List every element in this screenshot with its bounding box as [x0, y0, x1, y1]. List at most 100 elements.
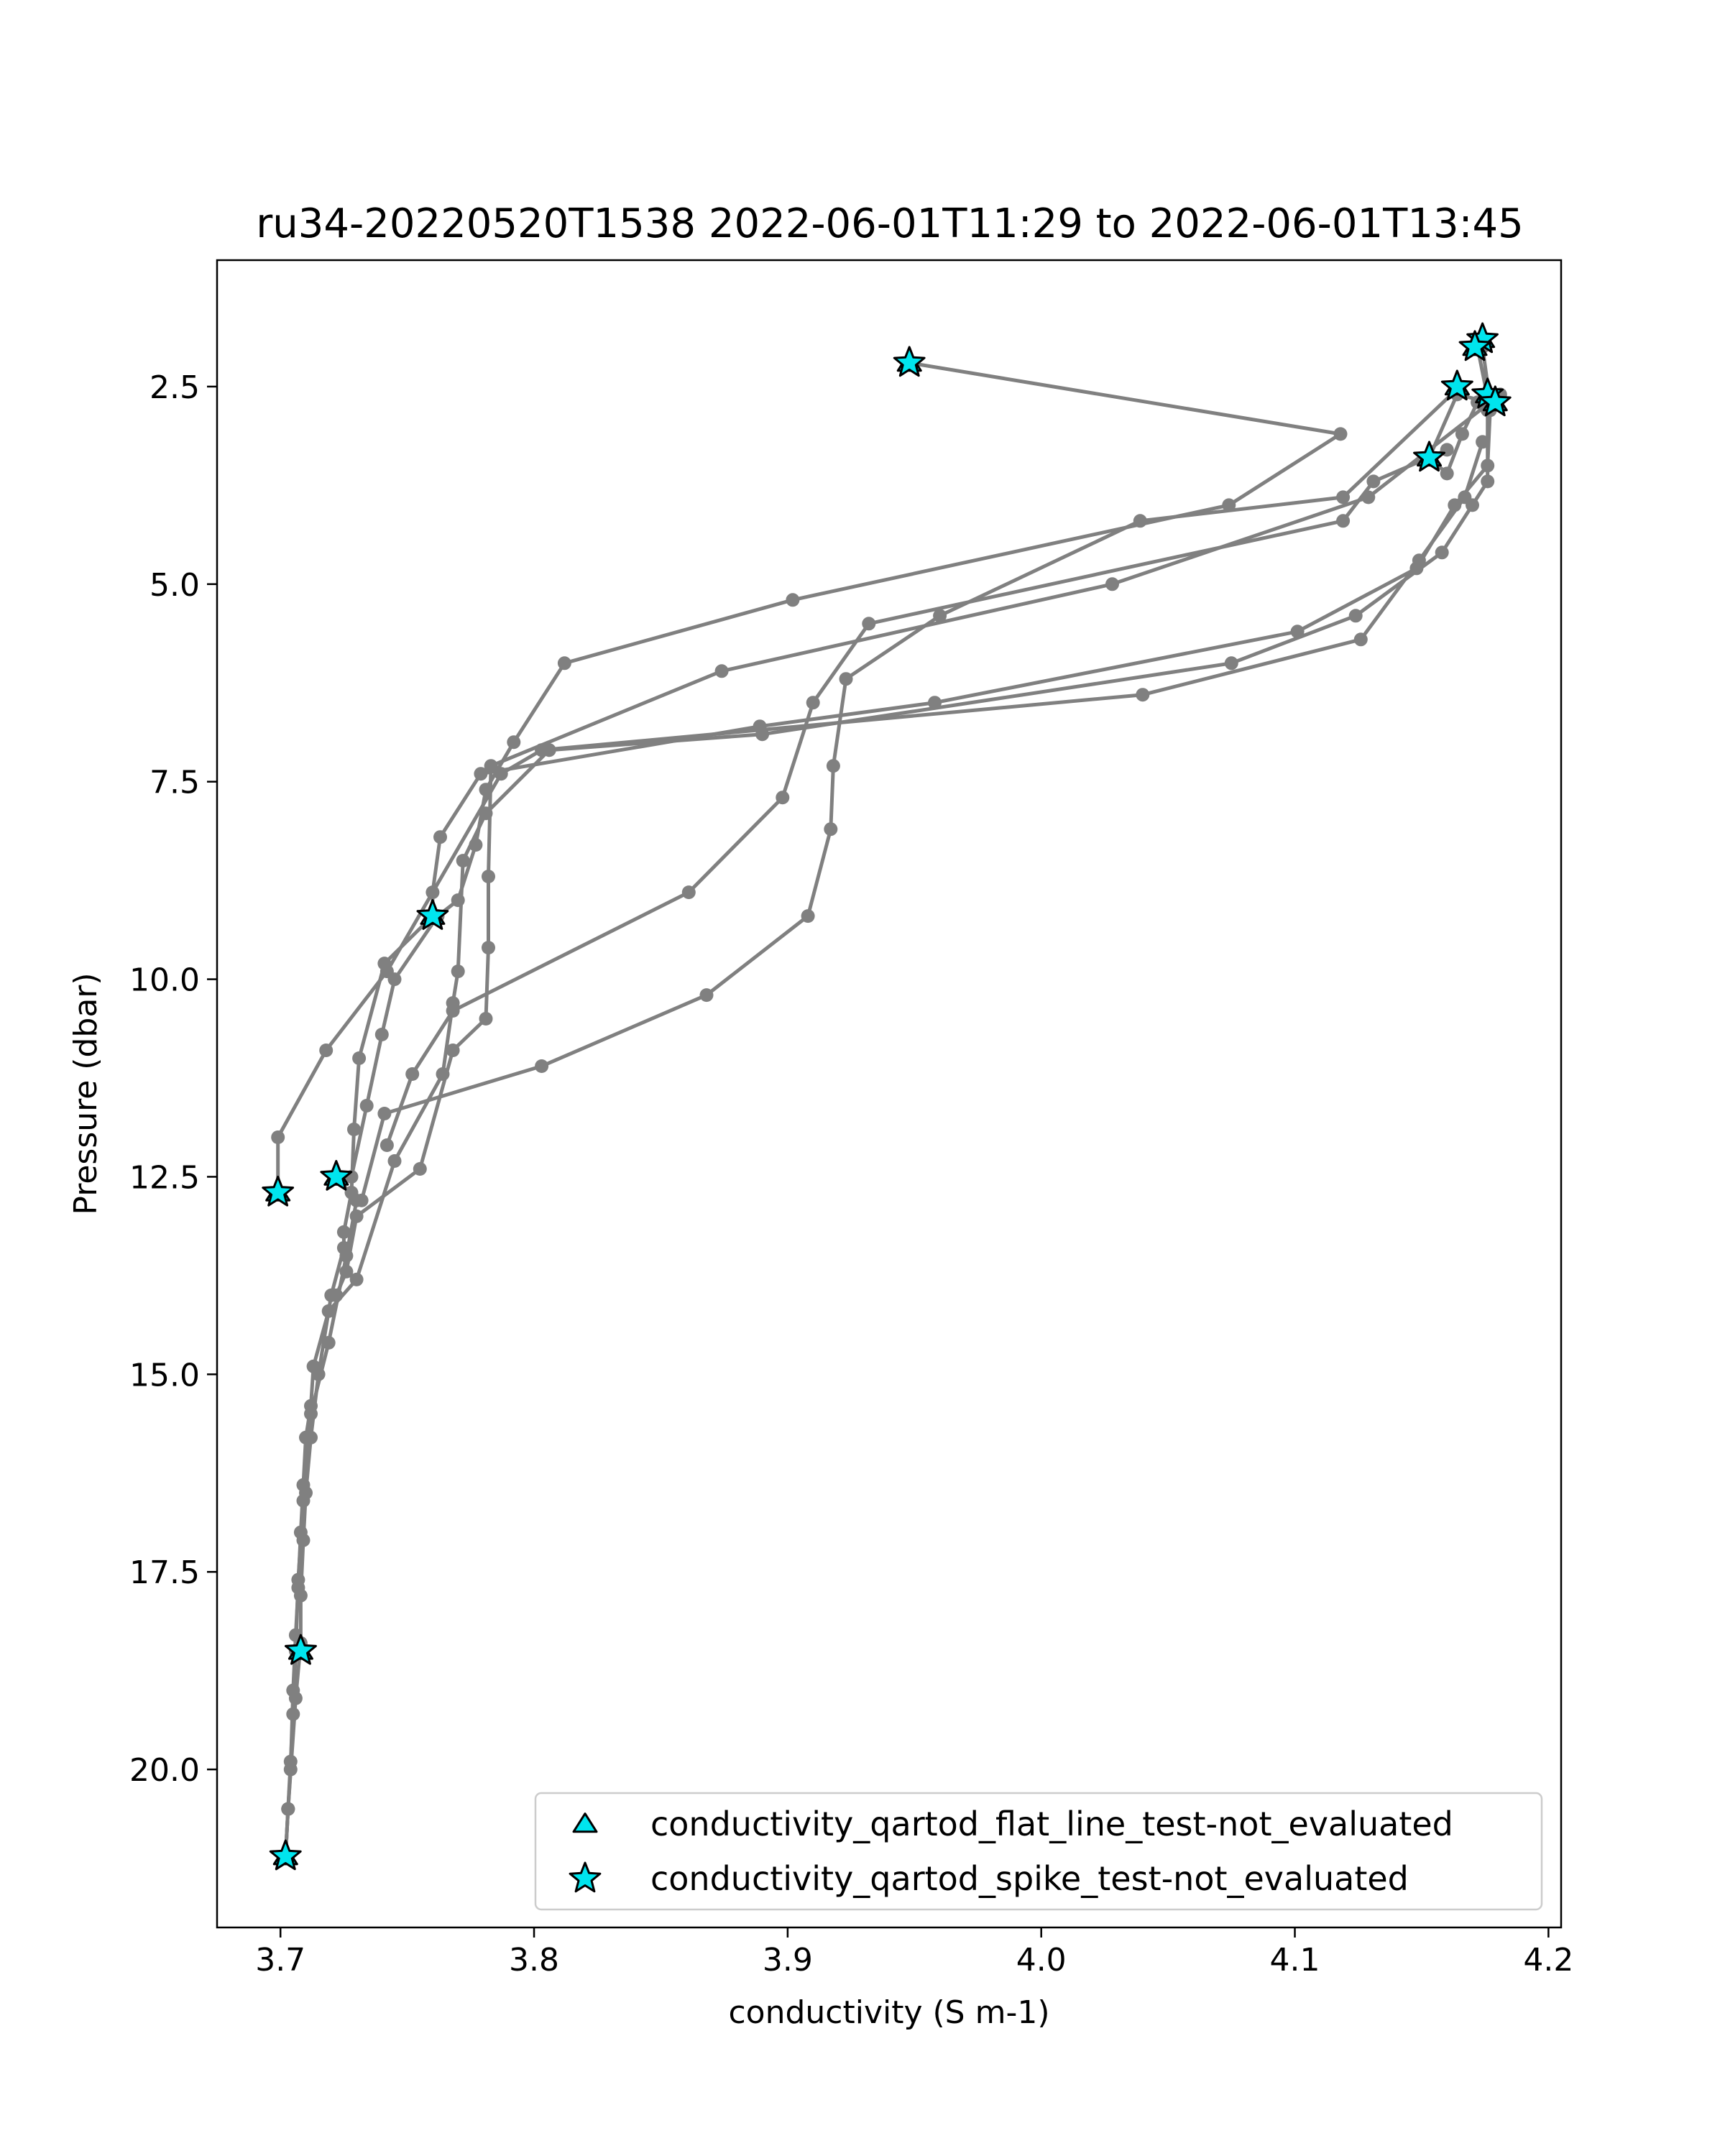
data-point: [304, 1430, 318, 1445]
data-point: [1290, 625, 1305, 639]
legend-star-marker: [569, 1861, 602, 1893]
data-point: [474, 767, 488, 781]
legend: conductivity_qartod_flat_line_test-not_e…: [534, 1792, 1543, 1911]
data-point: [451, 964, 465, 979]
data-point: [380, 964, 394, 979]
data-point: [377, 1107, 392, 1120]
data-point: [349, 1272, 364, 1286]
data-point: [507, 735, 521, 750]
data-point: [446, 1004, 460, 1018]
data-point: [426, 885, 440, 900]
spike-marker: [893, 346, 926, 377]
data-point: [296, 1533, 310, 1547]
y-tick-label: 2.5: [150, 369, 200, 406]
data-point: [1455, 427, 1469, 441]
y-tick-label: 20.0: [129, 1752, 200, 1789]
data-point: [479, 783, 493, 797]
data-point: [387, 1154, 402, 1168]
data-point: [1481, 459, 1495, 473]
data-point: [380, 1138, 394, 1152]
data-point: [352, 1051, 367, 1065]
spike-marker: [1413, 441, 1445, 472]
data-point: [405, 1067, 420, 1081]
data-point: [801, 909, 815, 923]
spike-marker: [416, 899, 449, 930]
data-point: [1366, 474, 1381, 489]
data-point: [484, 759, 498, 773]
data-point: [359, 1099, 374, 1112]
data-point: [1224, 656, 1238, 671]
x-tick-label: 3.8: [509, 1942, 559, 1978]
data-point: [753, 719, 767, 734]
data-point: [336, 1240, 351, 1255]
data-point: [1348, 609, 1363, 623]
y-tick-label: 17.5: [129, 1554, 200, 1591]
y-tick-label: 5.0: [150, 567, 200, 604]
data-point: [1222, 498, 1236, 512]
x-axis-ticks: 3.7 3.8 3.9 4.0 4.1 4.2: [255, 1927, 1573, 1978]
data-point: [456, 854, 470, 868]
data-point: [535, 743, 549, 757]
data-point: [293, 1588, 308, 1603]
data-point: [1458, 490, 1472, 505]
data-point: [304, 1399, 318, 1413]
data-point: [336, 1225, 351, 1239]
y-tick-label: 10.0: [129, 962, 200, 999]
data-point: [469, 838, 483, 852]
data-point: [319, 1044, 334, 1057]
data-point: [1435, 545, 1449, 560]
spike-marker: [285, 1634, 317, 1665]
data-point: [699, 988, 714, 1003]
data-point: [311, 1367, 326, 1381]
data-point: [1476, 435, 1490, 449]
data-point: [482, 870, 495, 884]
x-tick-label: 3.7: [255, 1942, 305, 1978]
data-point: [681, 885, 696, 900]
data-point: [436, 1067, 450, 1081]
data-point: [933, 609, 947, 623]
data-point: [1105, 577, 1119, 591]
spike-marker: [262, 1175, 295, 1207]
x-tick-label: 3.9: [763, 1942, 813, 1978]
data-point: [824, 822, 838, 837]
data-point: [1133, 514, 1147, 528]
profile-line-6: [359, 384, 1462, 1202]
y-tick-label: 7.5: [150, 765, 200, 801]
data-point: [1412, 553, 1426, 568]
data-point: [826, 759, 840, 773]
data-point: [494, 767, 508, 781]
data-point: [286, 1707, 300, 1721]
data-point: [928, 696, 942, 710]
data-point: [1448, 498, 1462, 512]
profile-line-7: [385, 448, 1449, 1147]
y-tick-label: 15.0: [129, 1357, 200, 1393]
spike-marker: [1458, 330, 1491, 361]
data-point: [349, 1209, 364, 1223]
data-point: [1336, 490, 1351, 505]
chart-title: ru34-20220520T1538 2022-06-01T11:29 to 2…: [256, 201, 1523, 247]
data-point: [1440, 466, 1454, 481]
spike-marker: [1440, 369, 1473, 401]
x-tick-label: 4.2: [1523, 1942, 1573, 1978]
data-point: [839, 672, 853, 686]
data-point: [344, 1185, 359, 1199]
data-point: [1481, 474, 1495, 489]
y-axis-ticks: 2.5 5.0 7.5 10.0 12.5 15.0 17.5 20.0: [129, 369, 217, 1789]
data-point: [862, 617, 876, 631]
spike-marker: [1478, 385, 1512, 417]
legend-box: [534, 1792, 1543, 1911]
data-point: [1336, 514, 1351, 528]
spike-marker: [269, 1839, 302, 1871]
qc-markers: [262, 322, 1512, 1871]
data-point: [413, 1162, 427, 1176]
data-point: [446, 1044, 460, 1057]
data-point: [1333, 427, 1348, 441]
data-point: [347, 1123, 361, 1136]
data-point: [321, 1304, 336, 1318]
data-point: [1353, 632, 1368, 647]
plot-frame: [216, 259, 1563, 1929]
data-point: [557, 656, 571, 671]
y-axis-label: Pressure (dbar): [68, 972, 104, 1215]
legend-entry-label: conductivity_qartod_flat_line_test-not_e…: [650, 1805, 1453, 1843]
